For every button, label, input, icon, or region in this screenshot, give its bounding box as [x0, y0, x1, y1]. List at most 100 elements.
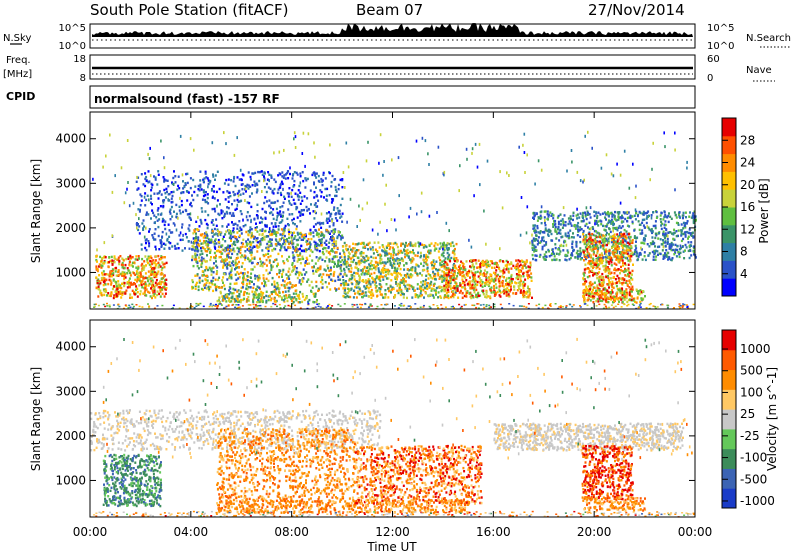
data-cell	[136, 280, 138, 283]
data-cell	[140, 269, 143, 272]
data-cell	[228, 293, 230, 296]
data-cell	[171, 200, 174, 204]
data-cell	[619, 232, 621, 235]
data-cell	[303, 208, 305, 212]
data-cell	[489, 279, 492, 282]
data-cell	[593, 244, 595, 247]
data-cell	[341, 220, 344, 223]
data-cell	[457, 268, 460, 272]
data-cell	[597, 248, 599, 251]
data-cell	[368, 279, 371, 283]
data-cell	[513, 288, 516, 291]
data-cell	[372, 294, 375, 297]
data-cell	[664, 215, 667, 218]
data-cell	[393, 251, 396, 254]
data-cell	[405, 262, 408, 265]
data-cell	[341, 186, 344, 189]
data-cell	[121, 282, 123, 285]
data-cell	[660, 220, 663, 224]
data-cell	[333, 242, 336, 246]
data-cell	[242, 280, 245, 284]
data-cell	[227, 248, 229, 251]
data-cell	[144, 272, 147, 275]
data-cell	[233, 300, 236, 303]
data-cell	[455, 277, 458, 280]
data-cell	[654, 226, 657, 230]
data-cell	[229, 264, 232, 267]
data-cell	[297, 238, 300, 242]
data-cell	[316, 231, 319, 235]
data-cell	[360, 269, 363, 272]
data-cell	[277, 242, 280, 246]
data-cell	[461, 275, 464, 278]
data-cell	[384, 249, 387, 253]
data-cell	[261, 217, 264, 221]
data-cell	[474, 283, 477, 286]
data-cell	[136, 287, 139, 290]
data-cell	[157, 170, 160, 173]
data-cell	[543, 216, 546, 219]
data-cell	[139, 271, 142, 275]
data-cell	[100, 259, 103, 263]
data-cell	[445, 282, 447, 285]
data-cell	[668, 212, 670, 215]
data-cell	[430, 287, 433, 290]
data-cell	[585, 234, 588, 237]
data-cell	[240, 241, 243, 245]
data-cell	[267, 295, 270, 298]
data-cell	[159, 257, 162, 261]
data-cell	[231, 203, 233, 206]
data-cell	[124, 292, 127, 295]
data-cell	[128, 277, 131, 280]
data-cell	[102, 256, 105, 259]
data-cell	[126, 271, 129, 275]
data-cell	[403, 277, 405, 281]
data-cell	[163, 285, 166, 289]
data-cell	[617, 218, 620, 221]
data-cell	[310, 237, 313, 241]
data-cell	[440, 245, 443, 248]
data-cell	[304, 261, 307, 264]
data-cell	[291, 177, 294, 180]
data-cell	[221, 210, 224, 213]
data-cell	[470, 286, 473, 289]
data-cell	[374, 268, 377, 271]
data-cell	[192, 286, 195, 289]
data-cell	[496, 290, 499, 294]
data-cell	[554, 258, 557, 262]
data-cell	[330, 278, 333, 281]
data-cell	[277, 174, 280, 177]
data-cell	[145, 198, 148, 202]
data-cell	[321, 282, 324, 286]
data-cell	[215, 287, 218, 291]
data-cell	[112, 272, 115, 275]
data-cell	[399, 286, 401, 289]
data-cell	[271, 189, 274, 193]
data-cell	[132, 265, 134, 268]
data-cell	[192, 237, 195, 240]
data-cell	[158, 292, 161, 296]
data-cell	[308, 284, 311, 287]
data-cell	[370, 272, 373, 276]
data-cell	[360, 273, 363, 276]
data-cell	[650, 230, 653, 233]
data-cell	[508, 263, 511, 266]
data-cell	[531, 239, 534, 243]
data-cell	[282, 211, 285, 214]
data-cell	[344, 290, 347, 294]
data-cell	[506, 263, 509, 266]
data-cell	[195, 246, 198, 249]
data-cell	[201, 252, 204, 255]
data-cell	[442, 244, 445, 247]
data-cell	[626, 219, 628, 223]
data-cell	[494, 283, 497, 286]
data-cell	[246, 292, 248, 295]
data-cell	[684, 243, 687, 247]
data-cell	[329, 268, 332, 272]
data-cell	[244, 256, 247, 259]
data-cell	[248, 249, 251, 252]
data-cell	[250, 248, 253, 252]
data-cell	[108, 278, 111, 282]
data-cell	[625, 281, 627, 284]
data-cell	[425, 257, 427, 260]
